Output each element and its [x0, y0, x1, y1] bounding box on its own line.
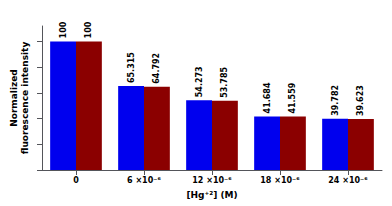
svg-text:6 ×10⁻⁶: 6 ×10⁻⁶: [127, 176, 161, 185]
svg-text:41.559: 41.559: [288, 82, 297, 113]
svg-text:65.315: 65.315: [127, 52, 136, 83]
svg-text:53.785: 53.785: [220, 67, 229, 98]
svg-text:100: 100: [84, 21, 93, 38]
svg-text:54.273: 54.273: [195, 66, 204, 97]
svg-text:0: 0: [73, 176, 79, 185]
svg-text:39.623: 39.623: [356, 85, 365, 116]
svg-text:64.792: 64.792: [152, 53, 161, 84]
svg-text:100: 100: [59, 21, 68, 38]
svg-text:Normalized: Normalized: [9, 69, 19, 127]
svg-text:fluorescence intensity: fluorescence intensity: [20, 42, 30, 155]
svg-text:24 ×10⁻⁶: 24 ×10⁻⁶: [328, 176, 368, 185]
svg-text:12 ×10⁻⁶: 12 ×10⁻⁶: [192, 176, 232, 185]
svg-text:[Hg⁺²] (M): [Hg⁺²] (M): [186, 190, 237, 200]
svg-text:39.782: 39.782: [331, 85, 340, 116]
svg-text:18 ×10⁻⁶: 18 ×10⁻⁶: [260, 176, 300, 185]
svg-text:41.684: 41.684: [263, 82, 272, 113]
